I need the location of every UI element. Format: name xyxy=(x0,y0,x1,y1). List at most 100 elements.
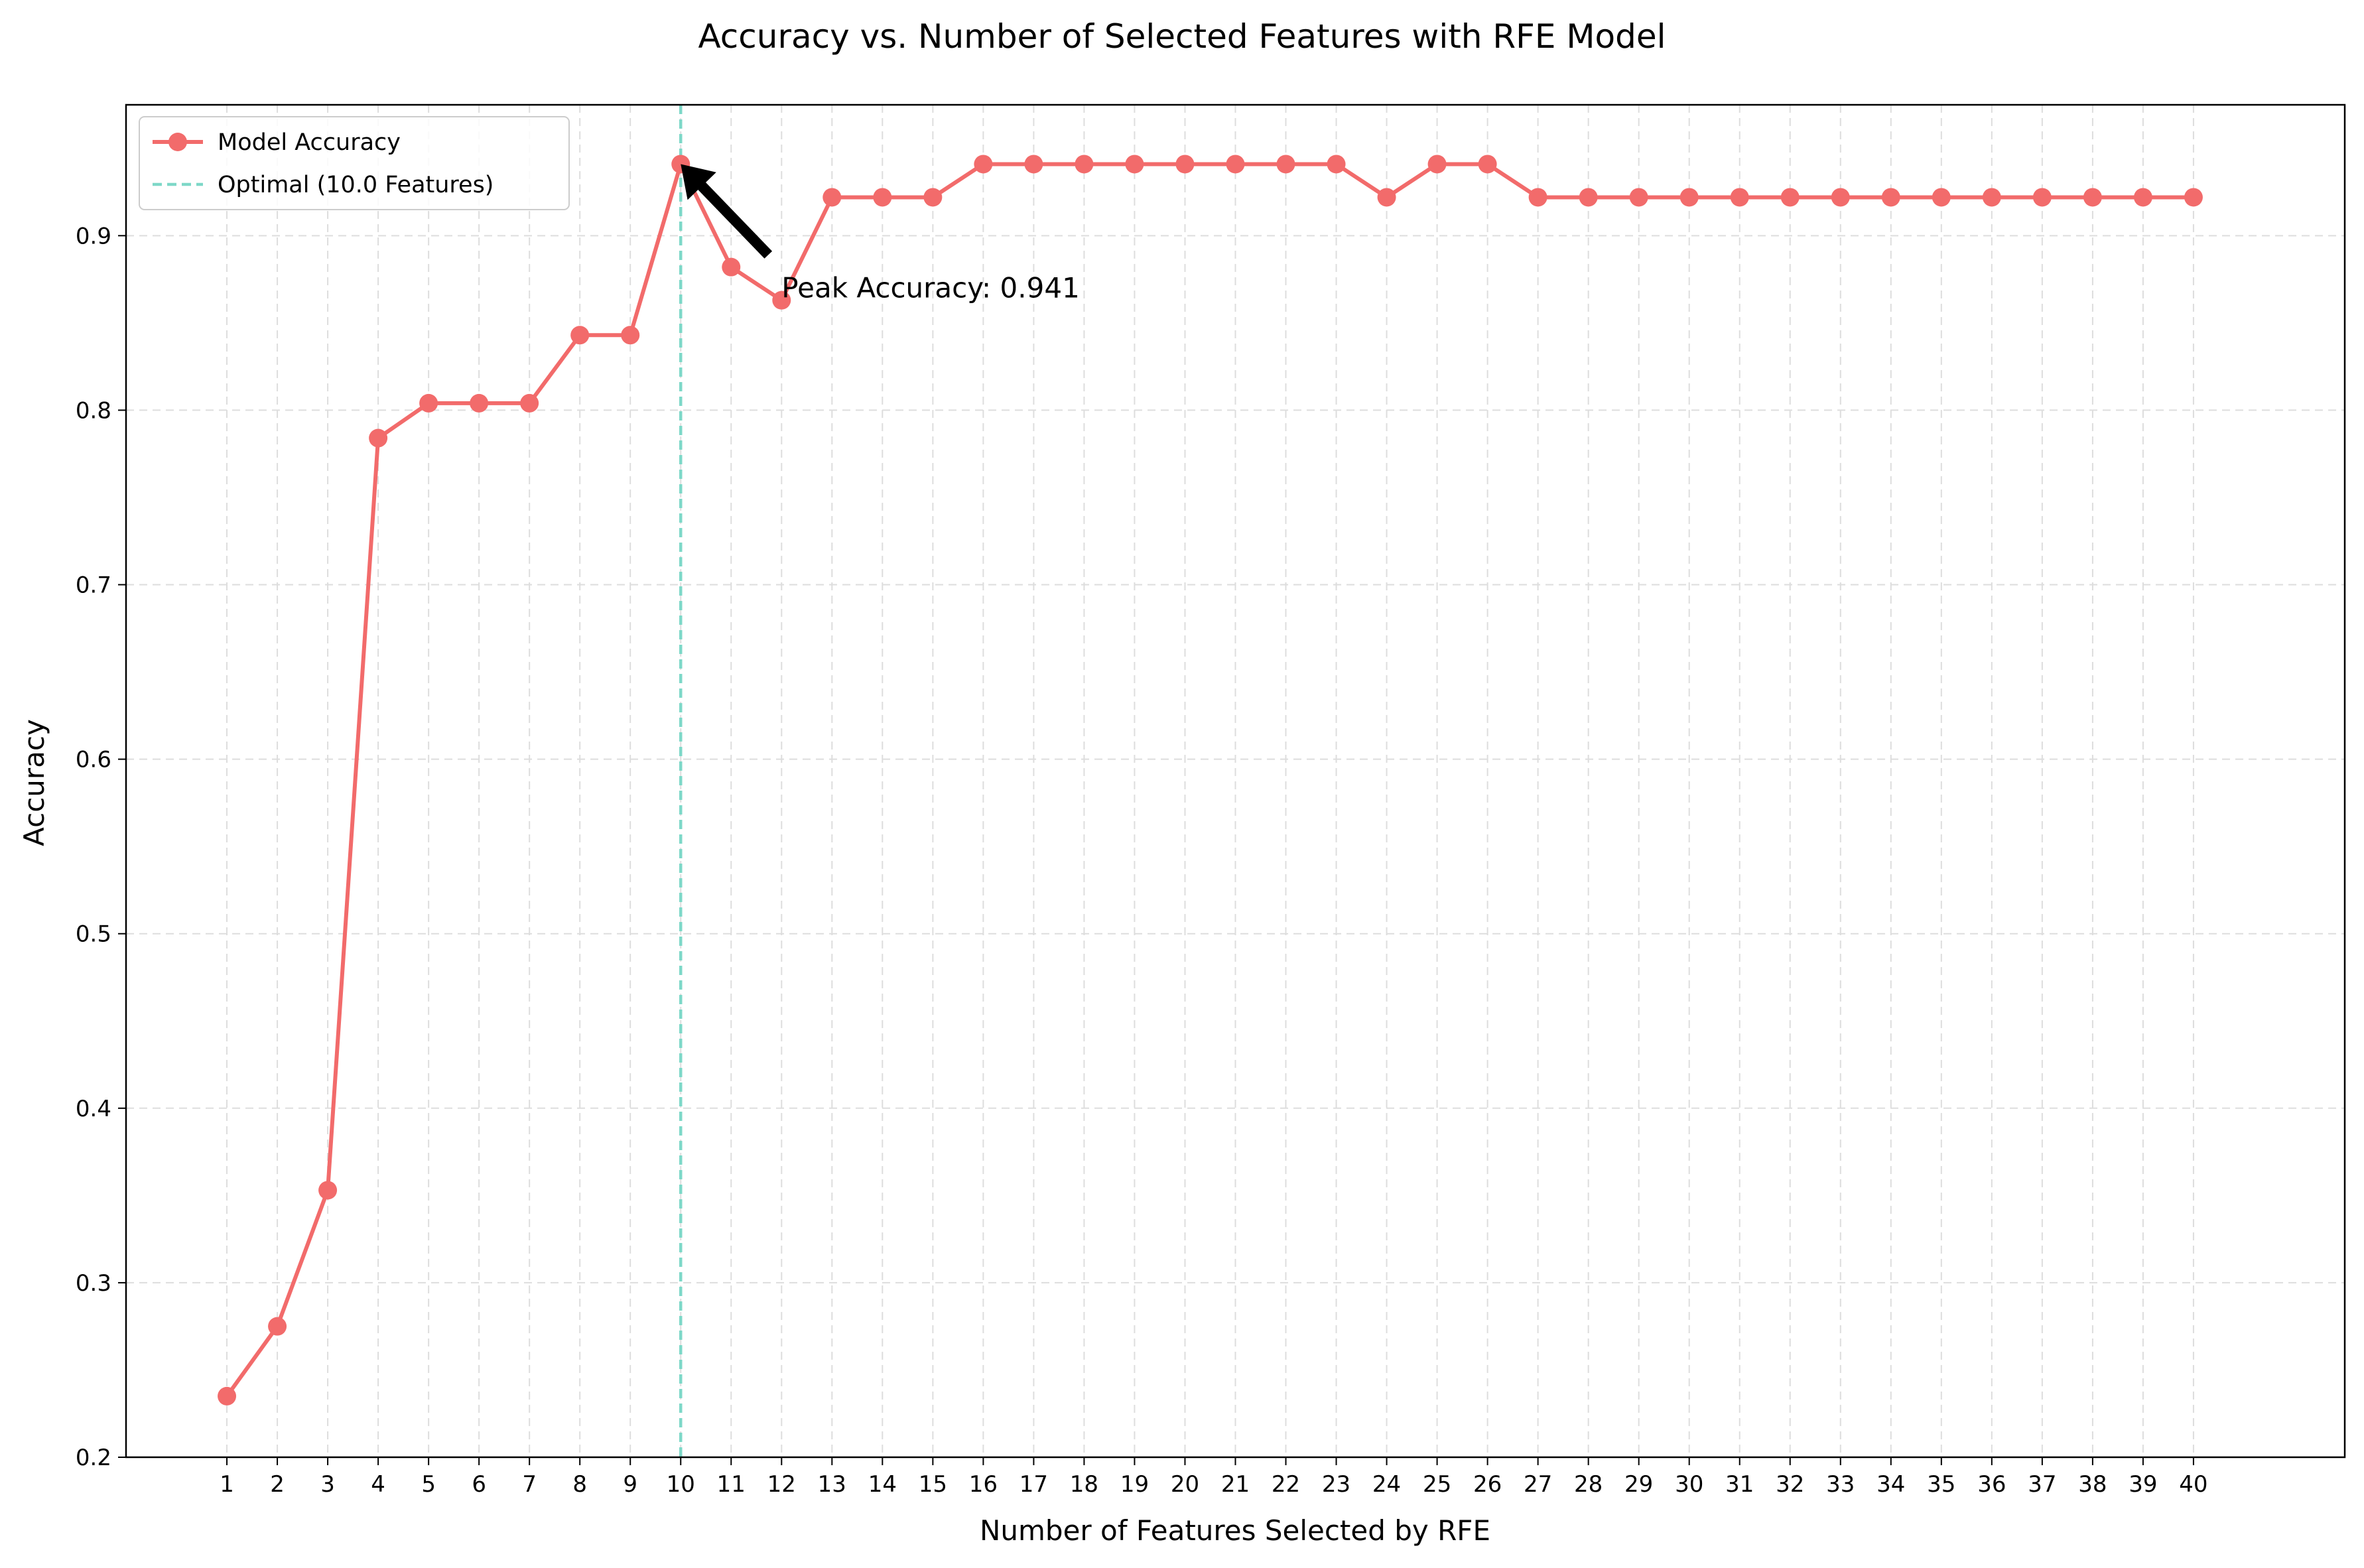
annotation-arrow xyxy=(681,164,773,259)
data-point xyxy=(1377,188,1396,207)
data-point xyxy=(570,326,590,345)
data-point xyxy=(1226,155,1245,174)
data-point xyxy=(318,1181,338,1200)
x-tick-label: 17 xyxy=(1019,1471,1048,1498)
x-tick-label: 9 xyxy=(623,1471,637,1498)
data-point xyxy=(1932,188,1951,207)
y-tick-label: 0.5 xyxy=(76,921,111,948)
data-point xyxy=(2184,188,2203,207)
grid-layer xyxy=(126,105,2345,1458)
data-point xyxy=(974,155,993,174)
annotation-layer: Peak Accuracy: 0.941 xyxy=(681,164,1080,304)
x-tick-label: 30 xyxy=(1675,1471,1703,1498)
data-point xyxy=(2083,188,2102,207)
axes-layer: 1 2 3 4 5 6 7 8 9 10 11 12 13 14 15 16 17 18 19 20 21 22 23 24 2… xyxy=(76,103,2346,1498)
data-point xyxy=(1125,155,1144,174)
data-point xyxy=(1528,188,1547,207)
x-tick-label: 32 xyxy=(1776,1471,1804,1498)
data-point xyxy=(1730,188,1749,207)
data-point xyxy=(1175,155,1195,174)
x-tick-label: 21 xyxy=(1221,1471,1250,1498)
x-tick-label: 3 xyxy=(320,1471,335,1498)
y-tick-label: 0.6 xyxy=(76,747,111,773)
x-tick-label: 10 xyxy=(667,1471,695,1498)
data-point xyxy=(1478,155,1497,174)
data-point xyxy=(1327,155,1346,174)
x-axis-title: Number of Features Selected by RFE xyxy=(980,1514,1490,1547)
data-point xyxy=(1276,155,1295,174)
data-point xyxy=(873,188,892,207)
y-tick-label: 0.2 xyxy=(76,1445,111,1471)
y-tick-label: 0.7 xyxy=(76,572,111,599)
x-tick-label: 2 xyxy=(270,1471,285,1498)
data-point xyxy=(1780,188,1800,207)
legend-swatch-marker-model-accuracy xyxy=(168,133,187,151)
data-point xyxy=(218,1386,237,1405)
data-point xyxy=(1881,188,1900,207)
x-tick-label: 27 xyxy=(1524,1471,1552,1498)
x-tick-label: 15 xyxy=(919,1471,947,1498)
chart-title: Accuracy vs. Number of Selected Features… xyxy=(698,17,1666,56)
data-point xyxy=(1982,188,2001,207)
x-tick-label: 6 xyxy=(472,1471,486,1498)
legend-label-model-accuracy: Model Accuracy xyxy=(218,129,401,156)
data-point xyxy=(470,393,489,413)
data-point xyxy=(772,291,791,310)
x-tick-label: 31 xyxy=(1725,1471,1754,1498)
data-point xyxy=(2133,188,2152,207)
data-point xyxy=(1427,155,1447,174)
x-tick-label: 11 xyxy=(717,1471,746,1498)
data-point xyxy=(1629,188,1648,207)
x-tick-label: 34 xyxy=(1876,1471,1905,1498)
x-tick-label: 23 xyxy=(1322,1471,1350,1498)
y-tick-label: 0.9 xyxy=(76,223,111,249)
x-tick-label: 36 xyxy=(1977,1471,2006,1498)
x-tick-label: 24 xyxy=(1372,1471,1401,1498)
data-point xyxy=(822,188,842,207)
y-axis-title: Accuracy xyxy=(18,719,50,846)
series-layer xyxy=(218,155,2203,1405)
legend-box xyxy=(139,116,570,210)
x-tick-label: 29 xyxy=(1624,1471,1653,1498)
data-point xyxy=(419,393,438,413)
x-tick-label: 4 xyxy=(371,1471,385,1498)
x-tick-label: 22 xyxy=(1272,1471,1300,1498)
data-point xyxy=(1831,188,1850,207)
data-point xyxy=(1024,155,1043,174)
x-tick-label: 39 xyxy=(2129,1471,2157,1498)
x-tick-label: 5 xyxy=(421,1471,436,1498)
x-tick-label: 20 xyxy=(1171,1471,1199,1498)
x-tick-label: 13 xyxy=(818,1471,846,1498)
data-point xyxy=(1679,188,1699,207)
x-tick-label: 35 xyxy=(1927,1471,1955,1498)
data-point xyxy=(722,257,741,277)
data-point xyxy=(369,428,388,448)
x-tick-label: 8 xyxy=(572,1471,587,1498)
x-tick-label: 16 xyxy=(969,1471,998,1498)
x-tick-label: 12 xyxy=(767,1471,796,1498)
data-point xyxy=(1075,155,1094,174)
data-point xyxy=(923,188,943,207)
x-tick-label: 28 xyxy=(1574,1471,1603,1498)
x-tick-label: 18 xyxy=(1070,1471,1098,1498)
y-tick-label: 0.8 xyxy=(76,397,111,424)
x-tick-label: 25 xyxy=(1423,1471,1451,1498)
x-tick-label: 7 xyxy=(522,1471,537,1498)
x-tick-label: 1 xyxy=(220,1471,234,1498)
series-line-model-accuracy xyxy=(225,162,2194,1398)
x-tick-label: 14 xyxy=(868,1471,897,1498)
data-point xyxy=(268,1317,287,1336)
data-point xyxy=(2032,188,2052,207)
data-point xyxy=(621,326,640,345)
data-point xyxy=(1579,188,1598,207)
x-tick-label: 40 xyxy=(2179,1471,2207,1498)
annotation-text: Peak Accuracy: 0.941 xyxy=(781,271,1080,304)
x-tick-label: 38 xyxy=(2078,1471,2107,1498)
x-tick-label: 19 xyxy=(1120,1471,1149,1498)
legend-label-optimal: Optimal (10.0 Features) xyxy=(218,172,493,198)
y-tick-label: 0.3 xyxy=(76,1270,111,1297)
x-tick-label: 26 xyxy=(1473,1471,1502,1498)
data-point xyxy=(520,393,539,413)
